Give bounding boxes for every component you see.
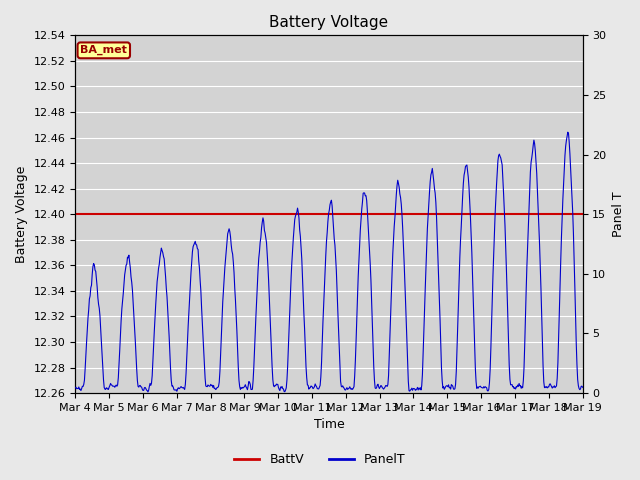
Title: Battery Voltage: Battery Voltage [269, 15, 388, 30]
Text: BA_met: BA_met [81, 45, 127, 56]
Y-axis label: Battery Voltage: Battery Voltage [15, 166, 28, 263]
Y-axis label: Panel T: Panel T [612, 192, 625, 237]
Legend: BattV, PanelT: BattV, PanelT [229, 448, 411, 471]
X-axis label: Time: Time [314, 419, 344, 432]
